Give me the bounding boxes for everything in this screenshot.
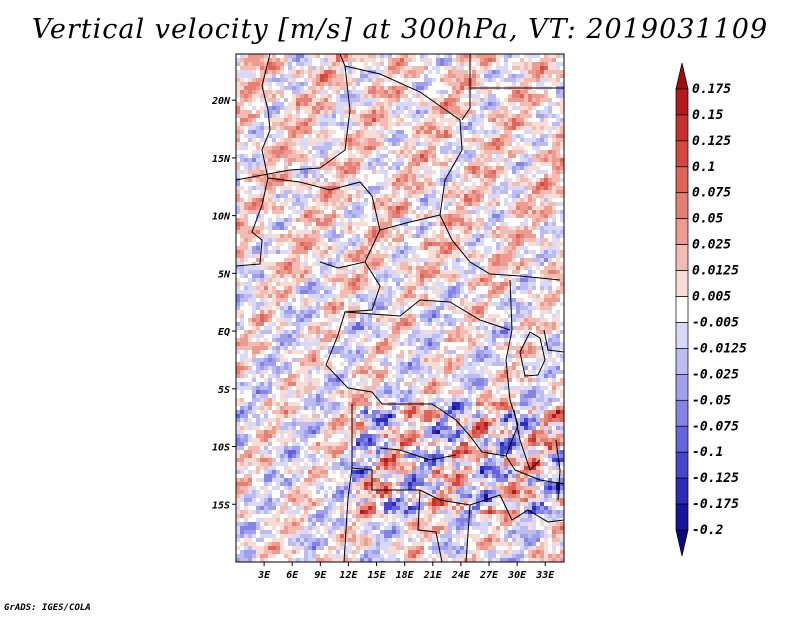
y-tick-label: 5S: [218, 385, 230, 396]
chart-title: Vertical velocity [m/s] at 300hPa, VT: 2…: [31, 14, 769, 45]
colorbar-swatch: [675, 296, 689, 323]
border-line: [343, 404, 353, 562]
border-line: [417, 489, 443, 562]
x-axis: 3E 6E 9E 12E 15E 18E 21E 24E 27E 30E 33E: [257, 562, 555, 581]
colorbar-label: -0.05: [692, 393, 731, 408]
x-tick-label: 12E: [339, 570, 358, 581]
border-line: [344, 65, 561, 281]
border-line: [465, 504, 471, 562]
colorbar-swatch: [675, 192, 689, 220]
colorbar-swatch: [675, 270, 689, 297]
x-tick-label: 33E: [535, 570, 555, 581]
colorbar-swatch: [675, 348, 689, 375]
x-tick-label: 30E: [507, 570, 527, 581]
colorbar-label: 0.15: [692, 108, 723, 123]
x-tick-label: 3E: [257, 570, 271, 581]
map-frame: [235, 53, 565, 563]
y-axis: 20N 15N 10N 5N EQ 5S 10S 15S: [211, 96, 236, 511]
border-line: [555, 439, 561, 501]
border-line: [337, 261, 381, 336]
colorbar-swatch: [675, 529, 689, 557]
colorbar-swatch: [675, 374, 689, 401]
colorbar-label: 0.175: [692, 82, 731, 97]
x-tick-label: 24E: [451, 570, 471, 581]
x-tick-label: 15E: [368, 570, 387, 581]
colorbar-swatch: [675, 399, 689, 427]
vertical-velocity-field: [236, 54, 564, 562]
colorbar-label: -0.025: [692, 367, 739, 382]
colorbar-label: -0.1: [692, 445, 723, 460]
colorbar-label: -0.005: [692, 315, 739, 330]
colorbar-label: -0.175: [692, 497, 739, 512]
colorbar-swatch: [675, 322, 689, 349]
colorbar-label: 0.05: [692, 212, 723, 227]
border-line: [267, 177, 381, 269]
y-tick-label: 10N: [212, 212, 231, 223]
x-tick-label: 9E: [314, 570, 327, 581]
border-line: [461, 54, 471, 121]
colorbar-swatch: [675, 88, 689, 116]
border-line: [379, 214, 441, 231]
y-tick-label: 20N: [211, 96, 231, 107]
colorbar-swatch: [675, 218, 689, 245]
x-tick-label: 21E: [423, 570, 443, 581]
colorbar-label: -0.0125: [692, 341, 747, 356]
x-tick-label: 27E: [479, 570, 499, 581]
colorbar-label: 0.0125: [692, 264, 739, 279]
y-tick-label: 15S: [212, 500, 230, 511]
border-line: [519, 331, 546, 377]
colorbar-swatch: [675, 451, 689, 479]
border-line: [325, 334, 507, 457]
colorbar-swatch: [675, 425, 689, 453]
country-borders: [236, 54, 564, 562]
colorbar-label: 0.075: [692, 186, 731, 201]
x-tick-label: 6E: [286, 570, 299, 581]
colorbar-swatch: [675, 114, 689, 142]
border-line: [344, 299, 511, 331]
colorbar-label: -0.2: [692, 523, 723, 538]
x-tick-label: 18E: [396, 570, 415, 581]
colorbar-swatch: [675, 477, 689, 505]
colorbar-label: 0.025: [692, 238, 731, 253]
colorbar-label: -0.075: [692, 419, 739, 434]
colorbar-swatch: [675, 140, 689, 168]
colorbar-swatch: [675, 62, 689, 90]
y-tick-label: 10S: [212, 443, 230, 454]
border-line: [505, 279, 564, 485]
colorbar-label: 0.1: [692, 160, 715, 175]
colorbar-swatch: [675, 244, 689, 271]
colorbar-label: 0.005: [692, 290, 731, 305]
y-tick-label: 15N: [212, 154, 231, 165]
y-tick-label: EQ: [218, 327, 230, 338]
colorbar-label: 0.125: [692, 134, 731, 149]
colorbar-swatch: [675, 166, 689, 194]
border-line: [513, 409, 541, 471]
border-line: [379, 447, 457, 461]
credit-text: GrADS: IGES/COLA: [4, 603, 91, 613]
border-line: [543, 329, 564, 353]
colorbar-label: -0.125: [692, 471, 739, 486]
y-tick-label: 5N: [218, 269, 231, 280]
colorbar-swatch: [675, 503, 689, 531]
